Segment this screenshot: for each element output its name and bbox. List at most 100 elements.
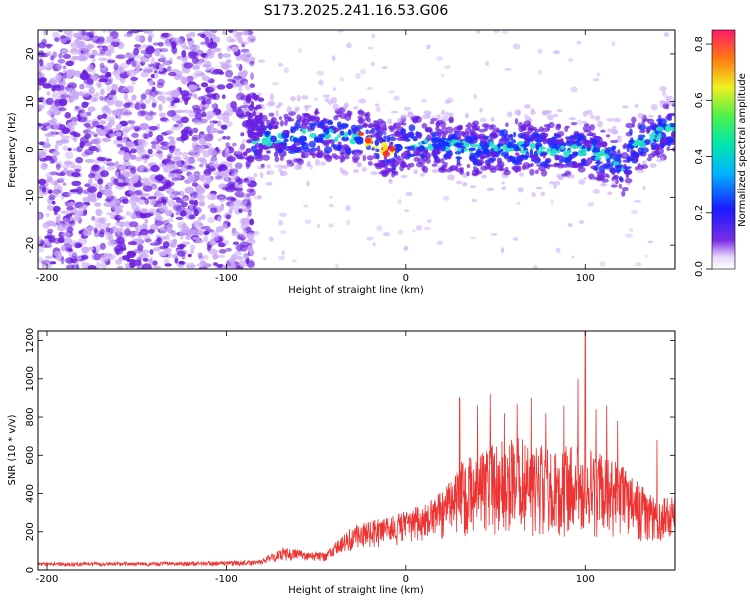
spectrogram-signal-blob [259,171,264,179]
spectrogram-signal-blob [300,141,307,147]
spectrogram-noise-blob [231,46,239,53]
spectrogram-background-speck [328,203,334,208]
spectrogram-noise-blob [134,189,143,195]
spectrogram-noise-blob [134,64,141,72]
spectrogram-signal-blob [613,154,621,162]
spectrogram-noise-blob [95,261,102,269]
spectrogram-signal-blob [508,141,513,146]
spectrogram-signal-blob [591,138,597,146]
spectrogram-edge-blob [248,133,254,139]
spectrogram-noise-blob [134,238,144,246]
spectrogram-noise-blob [220,164,227,169]
spectrogram-noise-blob [213,47,221,53]
spectrogram-signal-blob [539,161,548,167]
spectrogram-noise-blob [159,163,165,167]
spectrogram-signal-blob [566,173,575,179]
spectrogram-signal-blob [490,117,495,122]
spectrogram-background-speck [576,40,582,45]
spectrogram-signal-blob [527,127,535,131]
spectrogram-noise-blob [74,243,82,247]
spectrogram-background-speck [335,263,339,269]
spectrogram-noise-blob [240,48,250,53]
spectrogram-signal-blob [404,106,411,111]
spectrogram-signal-blob [533,126,537,131]
spectrogram-noise-blob [130,142,136,150]
spectrogram-signal-blob [358,117,364,125]
spectrogram-signal-blob [275,105,281,109]
x-tick-label: -200 [36,273,59,284]
spectrogram-signal-blob [620,152,629,160]
spectrogram-noise-blob [47,228,54,234]
spectrogram-noise-blob [228,257,236,265]
spectrogram-noise-blob [105,96,110,103]
spectrogram-noise-blob [113,216,124,221]
spectrogram-background-speck [313,97,318,102]
spectrogram-noise-blob [153,61,161,70]
spectrogram-noise-blob [133,47,140,56]
spectrogram-noise-blob [78,237,88,246]
spectrogram-signal-blob [278,116,283,121]
spectrogram-noise-blob [99,88,105,96]
colorbar-ticks: 0.0 0.2 0.4 0.6 0.8 [694,36,712,277]
y-tick-label: 1200 [25,328,36,353]
spectrogram-signal-blob [262,154,271,161]
spectrogram-noise-blob [165,179,171,188]
spectrogram-signal-blob [317,133,326,138]
spectrogram-background-speck [279,230,287,235]
spectrogram-noise-blob [167,97,174,102]
y-tick-label: 1000 [25,366,36,391]
spectrogram-noise-blob [147,148,153,155]
spectrogram-noise-blob [87,186,97,193]
spectrogram-noise-blob [122,161,131,168]
spectrogram-noise-blob [98,78,109,83]
spectrogram-noise-blob [122,139,127,144]
spectrogram-noise-blob [188,130,193,137]
spectrogram-noise-blob [212,262,219,266]
spectrogram-noise-blob [186,33,191,39]
spectrogram-noise-blob [192,107,202,115]
spectrogram-noise-blob [187,229,198,236]
spectrogram-signal-blob [517,110,521,116]
spectrogram-signal-blob [427,143,433,149]
spectrogram-noise-blob [140,93,147,100]
spectrogram-noise-blob [172,254,179,259]
colorbar-tick-label: 0.8 [694,36,705,52]
spectrogram-signal-blob [529,168,535,176]
spectrogram-background-speck [376,225,383,232]
spectrogram-noise-blob [181,76,188,85]
spectrogram-noise-blob [84,158,95,164]
spectrogram-noise-blob [92,120,100,128]
spectrogram-signal-blob [339,148,345,156]
spectrogram-noise-blob [57,90,68,96]
spectrogram-noise-blob [46,204,54,211]
spectrogram-noise-blob [133,125,140,131]
spectrogram-background-speck [485,60,490,67]
spectrogram-signal-blob [387,125,394,130]
spectrogram-signal-blob [623,169,632,175]
spectrogram-signal-blob [431,151,435,157]
spectrogram-noise-blob [99,170,109,178]
spectrogram-edge-blob [245,148,252,153]
spectrogram-noise-blob [81,30,86,35]
spectrogram-signal-blob [659,85,667,92]
spectrogram-background-speck [592,188,600,194]
spectrogram-signal-blob [465,127,472,134]
spectrogram-signal-blob [517,121,523,128]
spectrogram-signal-blob [537,166,546,172]
spectrogram-noise-blob [58,30,64,33]
spectrogram-noise-blob [110,89,117,96]
spectrogram-signal-blob [553,183,557,189]
spectrogram-signal-blob [481,174,487,179]
spectrogram-signal-blob [637,169,645,173]
spectrogram-signal-blob [421,151,428,156]
spectrogram-noise-blob [153,70,158,74]
spectrogram-noise-blob [144,180,152,187]
spectrogram-noise-blob [95,244,101,253]
spectrogram-noise-blob [85,119,92,124]
spectrogram-background-speck [397,199,402,205]
spectrogram-y-label: Frequency (Hz) [7,112,18,188]
spectrogram-background-speck [567,222,573,228]
snr-x-label: Height of straight line (km) [288,585,424,596]
x-tick-label: -100 [215,273,238,284]
